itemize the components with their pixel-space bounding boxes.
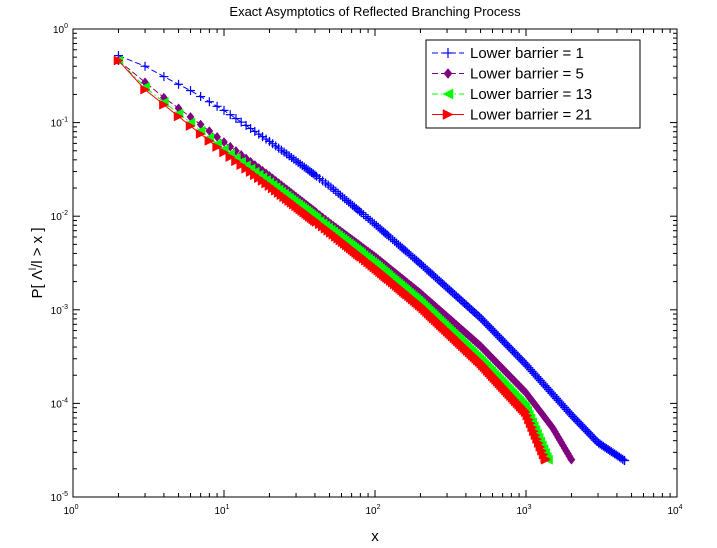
series-marker	[231, 114, 241, 124]
series-marker	[113, 55, 124, 66]
series-marker	[618, 454, 628, 464]
series-marker	[331, 186, 341, 196]
series-marker	[540, 454, 551, 465]
series-marker	[186, 86, 196, 96]
x-tick-label: 103	[516, 504, 531, 517]
series-marker	[335, 190, 345, 200]
series-marker	[196, 92, 206, 102]
series-layer	[113, 51, 630, 466]
y-tick-label: 10-5	[51, 491, 68, 504]
series-marker	[284, 151, 294, 161]
x-tick-label: 102	[365, 504, 380, 517]
series-marker	[225, 110, 235, 120]
series-marker	[567, 454, 576, 465]
legend-entry: Lower barrier = 13	[432, 86, 592, 103]
series-marker	[174, 79, 184, 89]
legend: Lower barrier = 1 Lower barrier = 5 Lower …	[425, 39, 641, 129]
axes-layer: 100 101 102 103 104 10-5 10-4 10-3 10-2 10-1 100	[51, 23, 683, 517]
y-tick-label: 100	[53, 23, 68, 36]
series-marker	[359, 210, 369, 220]
series-marker	[212, 142, 223, 152]
x-tick-label: 104	[667, 504, 682, 517]
series-marker	[361, 212, 371, 222]
y-tick-label: 10-4	[51, 397, 68, 410]
y-tick-label: 10-3	[51, 304, 68, 317]
series-marker	[140, 61, 150, 71]
series-marker	[287, 153, 297, 163]
x-tick-label: 101	[214, 504, 229, 517]
series-marker	[236, 117, 246, 127]
y-axis-label-group: P[ Λl/l > x ]	[28, 227, 46, 298]
series-marker	[195, 129, 206, 139]
series-marker	[173, 111, 184, 122]
legend-label: Lower barrier = 13	[470, 86, 592, 103]
series-marker	[204, 135, 215, 146]
series-marker	[219, 105, 229, 115]
series-marker	[159, 72, 169, 82]
series-marker	[204, 97, 214, 107]
y-tick-label: 10-1	[51, 117, 68, 130]
series-marker	[442, 109, 454, 120]
legend-box	[425, 39, 641, 129]
series	[114, 55, 576, 465]
legend-label: Lower barrier = 1	[470, 45, 584, 62]
legend-label: Lower barrier = 5	[470, 66, 584, 83]
legend-entry: Lower barrier = 5	[432, 66, 584, 83]
series-marker	[241, 120, 251, 130]
series-marker	[310, 170, 320, 180]
series-marker	[443, 48, 453, 58]
chart-title: Exact Asymptotics of Reflected Branching…	[229, 4, 521, 19]
series-marker	[236, 160, 247, 171]
series-marker	[620, 456, 630, 466]
series-marker	[159, 99, 169, 110]
x-tick-label: 100	[63, 504, 78, 517]
series-marker	[219, 147, 230, 158]
series-marker	[225, 152, 236, 162]
legend-label: Lower barrier = 21	[470, 107, 592, 124]
series-marker	[442, 88, 454, 100]
series-marker	[185, 121, 196, 131]
series-marker	[443, 68, 453, 79]
y-tick-label: 10-2	[51, 210, 68, 223]
series-marker	[212, 101, 222, 111]
y-axis-label: P[ Λl/l > x ]	[28, 227, 46, 298]
series-marker	[231, 156, 242, 167]
series-marker	[356, 208, 366, 218]
series	[113, 55, 551, 465]
legend-entry: Lower barrier = 1	[432, 45, 584, 62]
legend-entry: Lower barrier = 21	[432, 107, 592, 124]
x-axis-label: x	[371, 528, 379, 545]
series	[113, 51, 630, 466]
series-marker	[333, 188, 343, 198]
series-marker	[140, 84, 151, 95]
